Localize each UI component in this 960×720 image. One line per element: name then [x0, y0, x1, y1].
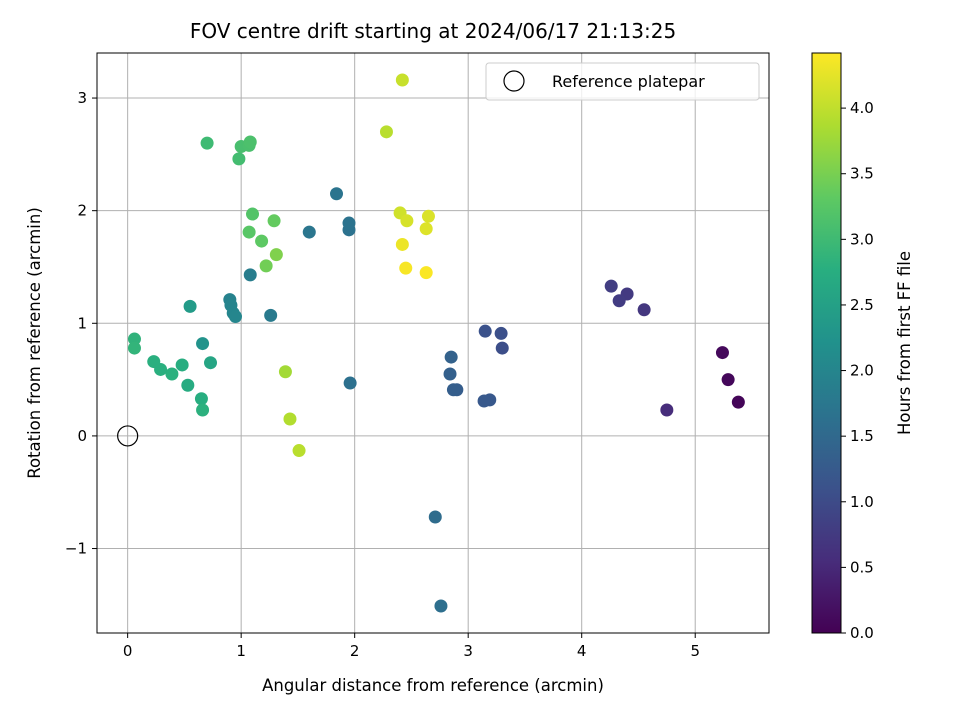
data-point [165, 367, 179, 381]
data-point [478, 324, 492, 338]
data-point [343, 376, 357, 390]
y-axis-label: Rotation from reference (arcmin) [25, 207, 44, 479]
colorbar-tick-label: 3.5 [850, 165, 874, 183]
legend: Reference platepar [485, 62, 760, 101]
colorbar: 0.0 0.5 1.0 1.5 2.0 2.5 3.0 3.5 4.0 Hours from f… [811, 52, 914, 642]
data-point [147, 355, 161, 369]
data-point [269, 248, 283, 262]
data-point [494, 326, 508, 340]
data-point [267, 214, 281, 228]
data-point [660, 403, 674, 417]
x-axis-label: Angular distance from reference (arcmin) [262, 676, 604, 695]
data-point [200, 136, 214, 150]
data-point [428, 510, 442, 524]
data-point [127, 341, 141, 355]
data-point [330, 187, 344, 201]
data-point [715, 346, 729, 360]
data-point [395, 237, 409, 251]
data-point [204, 356, 218, 370]
y-axis-ticks: −1 0 1 2 3 [65, 89, 97, 558]
plot-frame [96, 52, 770, 634]
data-point [379, 125, 393, 139]
colorbar-tick-label: 1.5 [850, 427, 874, 445]
data-point [421, 209, 435, 223]
colorbar-tick-label: 2.0 [850, 362, 874, 380]
data-point [183, 299, 197, 313]
data-point [127, 332, 141, 346]
data-point [477, 394, 491, 408]
data-point [278, 365, 292, 379]
data-point [495, 341, 509, 355]
data-point [395, 73, 409, 87]
data-point [232, 152, 246, 166]
data-point [181, 378, 195, 392]
colorbar-tick-label: 2.5 [850, 296, 874, 314]
data-point [637, 303, 651, 317]
data-point [255, 234, 269, 248]
x-tick-label: 3 [463, 642, 473, 660]
legend-label-reference-platepar: Reference platepar [552, 72, 705, 91]
x-axis-ticks: 0 1 2 3 4 5 [123, 633, 700, 660]
data-point [292, 444, 306, 458]
data-point [196, 403, 210, 417]
data-point [399, 261, 413, 275]
data-point [400, 214, 414, 228]
data-point [446, 383, 460, 397]
data-point [434, 599, 448, 613]
data-point [283, 412, 297, 426]
colorbar-label: Hours from first FF file [895, 251, 914, 435]
data-point [259, 259, 273, 273]
data-points [117, 73, 745, 613]
x-tick-label: 0 [123, 642, 133, 660]
y-tick-label: 2 [77, 202, 87, 220]
x-tick-label: 4 [577, 642, 587, 660]
data-point [243, 268, 257, 282]
colorbar-tick-label: 1.0 [850, 493, 874, 511]
y-tick-label: 1 [77, 314, 87, 332]
legend-box [485, 62, 760, 101]
colorbar-ticks: 0.0 0.5 1.0 1.5 2.0 2.5 3.0 3.5 4.0 [841, 99, 874, 642]
y-tick-label: 0 [77, 427, 87, 445]
data-point [604, 279, 618, 293]
data-point [444, 350, 458, 364]
x-tick-label: 1 [236, 642, 246, 660]
data-point [175, 358, 189, 372]
data-point [731, 395, 745, 409]
legend-marker-reference-platepar [503, 70, 525, 92]
colorbar-gradient [811, 52, 842, 634]
data-point [243, 135, 257, 149]
data-point [443, 367, 457, 381]
y-tick-label: −1 [65, 540, 87, 558]
data-point [228, 310, 242, 324]
colorbar-tick-label: 3.0 [850, 230, 874, 248]
data-point [612, 294, 626, 308]
reference-platepar-marker [117, 425, 139, 447]
y-tick-label: 3 [77, 89, 87, 107]
colorbar-tick-label: 0.5 [850, 558, 874, 576]
data-point [419, 222, 433, 236]
x-tick-label: 2 [350, 642, 360, 660]
data-point [721, 373, 735, 387]
data-point [264, 308, 278, 322]
data-point [419, 266, 433, 280]
data-point [302, 225, 316, 239]
colorbar-tick-label: 0.0 [850, 624, 874, 642]
data-point [196, 337, 210, 351]
data-point [194, 392, 208, 406]
x-tick-label: 5 [690, 642, 700, 660]
chart-title: FOV centre drift starting at 2024/06/17 … [190, 19, 676, 43]
data-point [242, 225, 256, 239]
data-point [342, 216, 356, 230]
data-point [246, 207, 260, 221]
colorbar-tick-label: 4.0 [850, 99, 874, 117]
